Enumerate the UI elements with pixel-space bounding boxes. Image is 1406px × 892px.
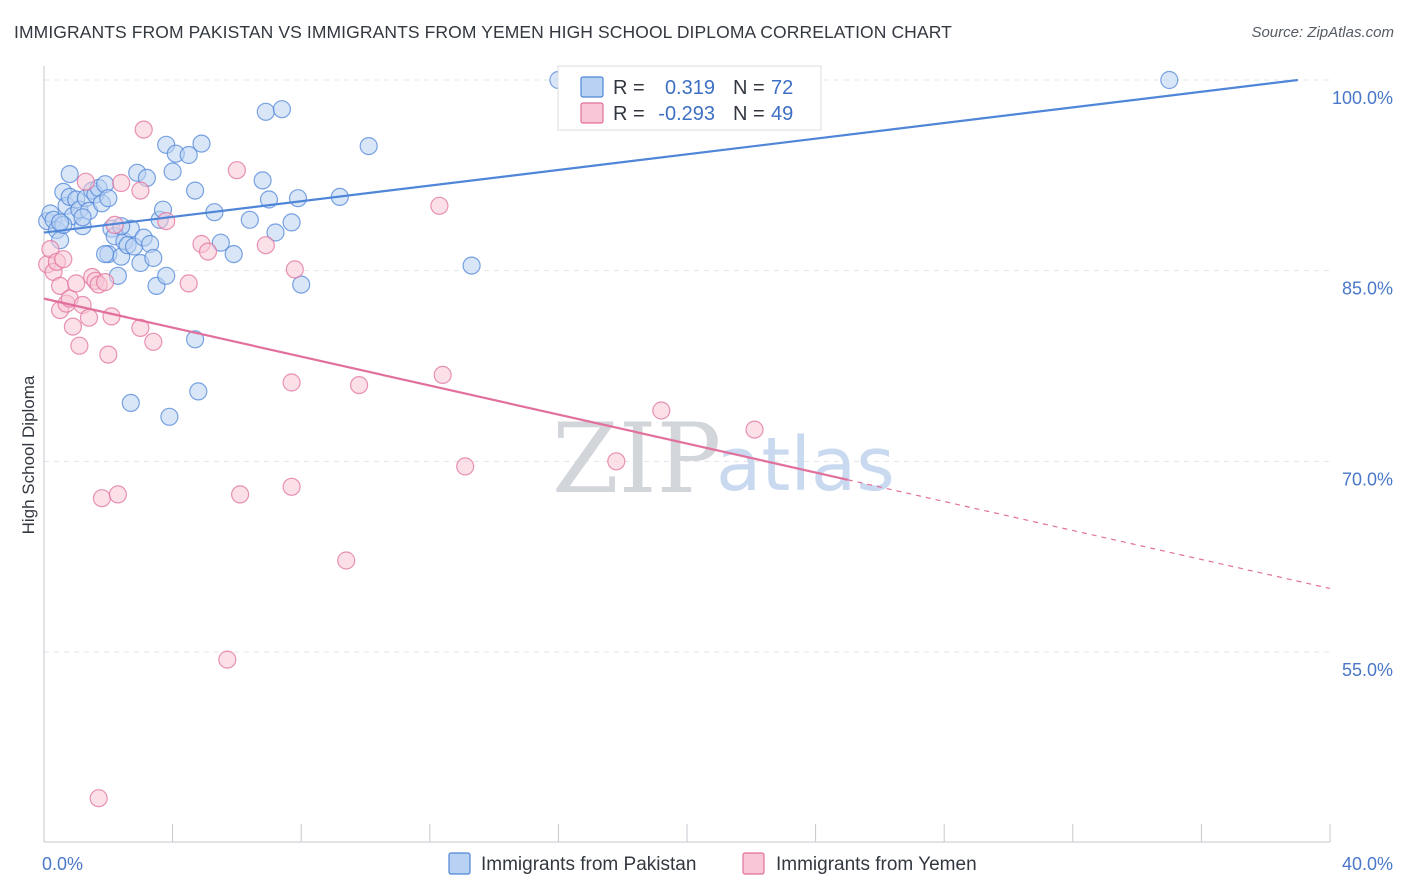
yemen-point-40: [652, 401, 671, 420]
yemen-point-22: [112, 173, 131, 193]
legend-swatch-yemen: [580, 102, 604, 124]
pakistan-point-64: [189, 382, 208, 401]
pakistan-point-39: [157, 266, 176, 285]
pakistan-point-41: [163, 162, 182, 181]
pakistan-point-57: [292, 275, 311, 294]
watermark: ZIP atlas: [552, 403, 895, 515]
axes: [43, 66, 1331, 843]
yemen-point-42: [92, 489, 112, 508]
legend-n-label-yemen: N =: [733, 103, 765, 125]
yemen-point-27: [157, 212, 176, 231]
yemen-point-47: [218, 650, 237, 669]
watermark-atlas: atlas: [716, 422, 895, 508]
yemen-point-25: [134, 120, 153, 139]
x-tick-label-right: 40.0%: [1342, 854, 1393, 874]
bottom-legend-label-pakistan: Immigrants from Pakistan: [481, 854, 696, 875]
yemen-point-28: [179, 274, 198, 293]
yemen-point-18: [95, 273, 115, 292]
pakistan-point-56: [288, 189, 308, 208]
y-tick-label-2: 70.0%: [1342, 469, 1393, 489]
bottom-legend-swatch-pakistan: [448, 852, 471, 875]
pakistan-point-68: [73, 208, 92, 227]
pakistan-point-35: [144, 248, 163, 268]
pakistan-point-60: [462, 256, 481, 275]
legend-r-label-pakistan: R =: [613, 77, 645, 99]
pakistan-point-66: [95, 245, 115, 264]
pakistan-point-45: [192, 134, 211, 153]
yemen-point-48: [89, 789, 108, 808]
legend-swatch-pakistan: [580, 76, 604, 98]
pakistan-point-63: [160, 407, 179, 426]
yemen-point-13: [76, 172, 95, 191]
yemen-point-14: [79, 308, 99, 327]
y-tick-labels: 100.0% 85.0% 70.0% 55.0%: [1332, 88, 1393, 680]
legend-r-value-pakistan: 0.319: [665, 77, 715, 99]
pakistan-point-49: [240, 210, 259, 229]
yemen-point-30: [198, 242, 218, 261]
y-axis-title: High School Diploma: [19, 375, 38, 534]
pakistan-point-53: [266, 223, 285, 242]
yemen-point-32: [256, 236, 275, 255]
x-tick-labels: 0.0% 40.0%: [42, 854, 1393, 874]
y-tick-label-1: 85.0%: [1342, 279, 1393, 299]
yemen-point-6: [54, 250, 73, 269]
pakistan-trend-line: [43, 78, 1298, 234]
yemen-point-44: [231, 485, 250, 504]
yemen-point-43: [108, 485, 128, 504]
pakistan-point-50: [253, 171, 272, 190]
yemen-points: [38, 120, 764, 808]
pakistan-point-54: [272, 100, 291, 119]
trend-lines: [43, 78, 1331, 590]
yemen-point-31: [227, 161, 246, 180]
watermark-zip: ZIP: [552, 403, 721, 515]
chart-title: IMMIGRANTS FROM PAKISTAN VS IMMIGRANTS F…: [14, 22, 952, 42]
pakistan-point-44: [186, 181, 205, 200]
y-tick-label-3: 55.0%: [1342, 660, 1393, 680]
x-tick-label-left: 0.0%: [42, 854, 83, 874]
pakistan-point-47: [211, 233, 230, 252]
yemen-point-33: [282, 373, 301, 392]
yemen-point-10: [67, 274, 86, 293]
pakistan-point-59: [359, 137, 378, 156]
pakistan-point-71: [50, 213, 70, 232]
legend-r-value-yemen: -0.293: [658, 103, 715, 125]
yemen-trend-line: [43, 297, 848, 481]
yemen-point-38: [456, 457, 475, 476]
yemen-point-41: [745, 420, 764, 439]
yemen-point-35: [350, 376, 369, 395]
series-legend: Immigrants from Pakistan Immigrants from…: [448, 852, 977, 875]
pakistan-point-55: [282, 213, 301, 232]
yemen-point-34: [285, 260, 304, 279]
legend-n-value-yemen: 49: [771, 103, 793, 125]
pakistan-point-65: [186, 330, 205, 349]
yemen-point-37: [433, 365, 452, 384]
yemen-trend-extension: [847, 479, 1331, 590]
yemen-point-26: [144, 332, 163, 351]
legend-n-value-pakistan: 72: [771, 77, 793, 99]
bottom-legend-label-yemen: Immigrants from Yemen: [776, 854, 977, 875]
yemen-point-36: [430, 196, 449, 215]
source-label: Source: ZipAtlas.com: [1251, 24, 1394, 41]
yemen-point-11: [70, 336, 89, 355]
pakistan-point-20: [99, 189, 118, 208]
legend-n-label-pakistan: N =: [733, 77, 765, 99]
bottom-legend-swatch-yemen: [742, 852, 765, 875]
pakistan-point-51: [256, 102, 275, 121]
yemen-point-46: [337, 551, 356, 570]
y-tick-label-0: 100.0%: [1332, 88, 1393, 108]
yemen-point-20: [102, 307, 121, 326]
yemen-point-24: [131, 181, 150, 200]
pakistan-point-8: [60, 165, 79, 184]
yemen-point-45: [282, 477, 301, 496]
yemen-point-39: [607, 452, 626, 471]
legend-r-label-yemen: R =: [613, 103, 645, 125]
yemen-point-19: [99, 345, 118, 364]
pakistan-point-43: [179, 145, 198, 165]
yemen-point-9: [63, 317, 83, 336]
pakistan-point-48: [224, 245, 243, 264]
stats-legend: R = 0.319 N = 72 R = -0.293 N = 49: [557, 65, 822, 131]
pakistan-point-70: [1160, 70, 1179, 90]
pakistan-point-62: [121, 393, 140, 412]
